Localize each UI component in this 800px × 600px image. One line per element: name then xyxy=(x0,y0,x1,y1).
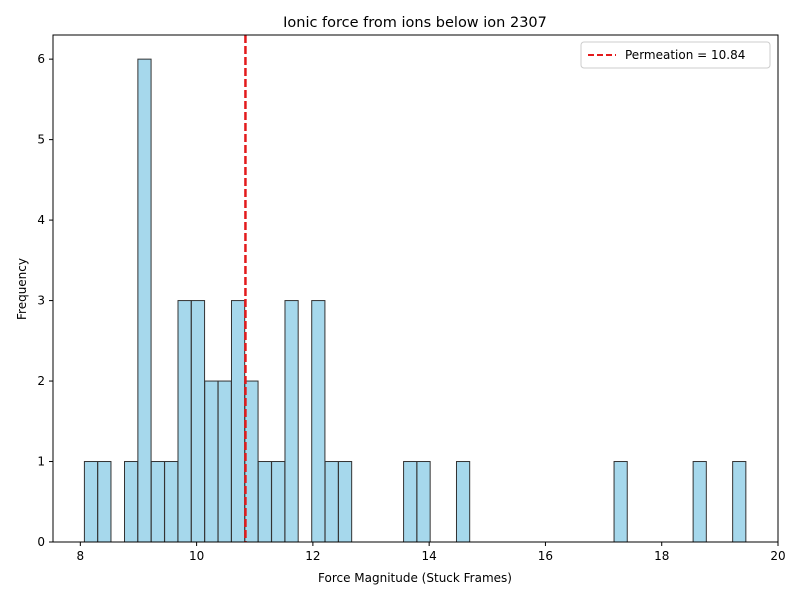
chart-title: Ionic force from ions below ion 2307 xyxy=(283,15,547,31)
y-tick-label: 5 xyxy=(37,133,45,147)
x-tick-label: 20 xyxy=(770,549,785,563)
legend: Permeation = 10.84 xyxy=(580,41,771,69)
plot-frame xyxy=(52,34,779,543)
histogram-bar xyxy=(177,300,192,543)
y-tick-label: 6 xyxy=(37,52,45,66)
y-tick-label: 1 xyxy=(37,455,45,469)
histogram-bar xyxy=(190,300,206,543)
histogram-bar xyxy=(732,461,747,543)
y-tick-label: 3 xyxy=(37,294,45,308)
histogram-bar xyxy=(692,461,707,543)
y-axis: 0 1 2 3 4 5 6 xyxy=(37,52,53,549)
y-tick-label: 4 xyxy=(37,213,45,227)
x-tick-label: 12 xyxy=(305,549,320,563)
histogram-bar xyxy=(613,461,628,543)
histogram-bar xyxy=(230,300,246,543)
y-tick-label: 0 xyxy=(37,535,45,549)
histogram-bar xyxy=(257,461,272,543)
x-tick-label: 8 xyxy=(77,549,85,563)
x-tick-label: 10 xyxy=(189,549,204,563)
histogram-bar xyxy=(83,461,99,543)
histogram-bar xyxy=(244,380,259,543)
histogram-bar xyxy=(403,461,418,543)
histogram-bar xyxy=(164,461,179,543)
y-axis-title: Frequency xyxy=(15,258,29,320)
x-axis-title: Force Magnitude (Stuck Frames) xyxy=(318,571,512,585)
histogram-bar xyxy=(284,300,299,543)
x-axis: 8 10 12 14 16 18 20 xyxy=(77,542,786,563)
histogram-bar xyxy=(217,380,232,543)
histogram-bar xyxy=(455,461,471,543)
x-tick-label: 16 xyxy=(538,549,553,563)
y-tick-label: 2 xyxy=(37,374,45,388)
histogram-bar xyxy=(124,461,139,543)
histogram-bar xyxy=(97,461,112,543)
histogram-bar xyxy=(271,461,286,543)
legend-box xyxy=(580,41,771,69)
bars-layer xyxy=(83,58,747,543)
x-tick-label: 18 xyxy=(654,549,669,563)
histogram-bar xyxy=(150,461,165,543)
x-tick-label: 14 xyxy=(422,549,437,563)
histogram-bar xyxy=(204,380,219,543)
histogram-bar xyxy=(337,461,353,543)
histogram-bar xyxy=(137,58,152,543)
histogram-bar xyxy=(324,461,339,543)
histogram-bar xyxy=(311,300,326,543)
histogram-bar xyxy=(416,461,431,543)
legend-label: Permeation = 10.84 xyxy=(625,48,745,62)
